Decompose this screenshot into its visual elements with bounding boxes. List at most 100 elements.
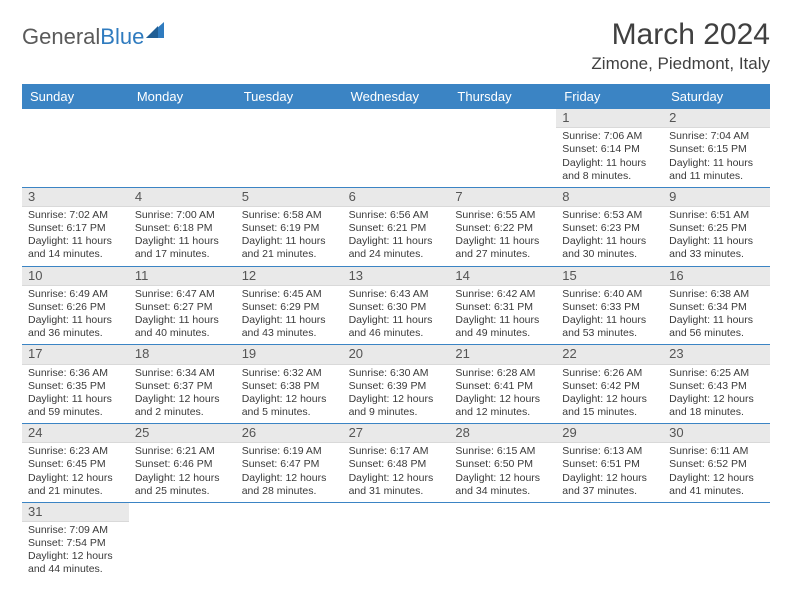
sunrise-text: Sunrise: 6:34 AM [135,367,230,380]
sunset-text: Sunset: 6:52 PM [669,458,764,471]
sunrise-text: Sunrise: 6:40 AM [562,288,657,301]
weekday-label: Sunday [22,84,129,109]
day-cell: 15Sunrise: 6:40 AMSunset: 6:33 PMDayligh… [556,267,663,346]
sunset-text: Sunset: 6:31 PM [455,301,550,314]
daylight-text: Daylight: 12 hours and 34 minutes. [455,472,550,498]
weekday-label: Thursday [449,84,556,109]
day-cell: 2Sunrise: 7:04 AMSunset: 6:15 PMDaylight… [663,109,770,188]
day-number: 12 [236,267,343,286]
day-body: Sunrise: 7:04 AMSunset: 6:15 PMDaylight:… [663,128,770,187]
sunrise-text: Sunrise: 6:19 AM [242,445,337,458]
day-cell: 30Sunrise: 6:11 AMSunset: 6:52 PMDayligh… [663,424,770,503]
daylight-text: Daylight: 12 hours and 2 minutes. [135,393,230,419]
day-body: Sunrise: 6:15 AMSunset: 6:50 PMDaylight:… [449,443,556,502]
day-number: 27 [343,424,450,443]
day-body: Sunrise: 6:32 AMSunset: 6:38 PMDaylight:… [236,365,343,424]
day-body: Sunrise: 6:58 AMSunset: 6:19 PMDaylight:… [236,207,343,266]
sunrise-text: Sunrise: 6:32 AM [242,367,337,380]
sunrise-text: Sunrise: 6:28 AM [455,367,550,380]
day-cell: 17Sunrise: 6:36 AMSunset: 6:35 PMDayligh… [22,345,129,424]
daylight-text: Daylight: 11 hours and 33 minutes. [669,235,764,261]
sunrise-text: Sunrise: 6:51 AM [669,209,764,222]
daylight-text: Daylight: 12 hours and 18 minutes. [669,393,764,419]
daylight-text: Daylight: 11 hours and 53 minutes. [562,314,657,340]
sunset-text: Sunset: 6:22 PM [455,222,550,235]
weekday-label: Tuesday [236,84,343,109]
sunset-text: Sunset: 6:42 PM [562,380,657,393]
calendar: SundayMondayTuesdayWednesdayThursdayFrid… [22,84,770,581]
weekday-header: SundayMondayTuesdayWednesdayThursdayFrid… [22,84,770,109]
day-number: 8 [556,188,663,207]
day-number: 23 [663,345,770,364]
daylight-text: Daylight: 12 hours and 9 minutes. [349,393,444,419]
day-number: 1 [556,109,663,128]
day-cell: 20Sunrise: 6:30 AMSunset: 6:39 PMDayligh… [343,345,450,424]
sunset-text: Sunset: 6:41 PM [455,380,550,393]
logo-text-blue: Blue [100,24,144,50]
day-cell: 28Sunrise: 6:15 AMSunset: 6:50 PMDayligh… [449,424,556,503]
sunrise-text: Sunrise: 6:25 AM [669,367,764,380]
day-number: 29 [556,424,663,443]
sunset-text: Sunset: 6:33 PM [562,301,657,314]
day-cell: 13Sunrise: 6:43 AMSunset: 6:30 PMDayligh… [343,267,450,346]
daylight-text: Daylight: 11 hours and 8 minutes. [562,157,657,183]
sunrise-text: Sunrise: 6:38 AM [669,288,764,301]
day-cell: 25Sunrise: 6:21 AMSunset: 6:46 PMDayligh… [129,424,236,503]
daylight-text: Daylight: 11 hours and 46 minutes. [349,314,444,340]
day-cell: 18Sunrise: 6:34 AMSunset: 6:37 PMDayligh… [129,345,236,424]
sunset-text: Sunset: 6:27 PM [135,301,230,314]
day-number: 6 [343,188,450,207]
day-body: Sunrise: 6:51 AMSunset: 6:25 PMDaylight:… [663,207,770,266]
day-cell: 12Sunrise: 6:45 AMSunset: 6:29 PMDayligh… [236,267,343,346]
sunrise-text: Sunrise: 7:02 AM [28,209,123,222]
daylight-text: Daylight: 12 hours and 44 minutes. [28,550,123,576]
day-body: Sunrise: 6:30 AMSunset: 6:39 PMDaylight:… [343,365,450,424]
header-row: GeneralBlue March 2024 Zimone, Piedmont,… [22,18,770,74]
sunrise-text: Sunrise: 6:58 AM [242,209,337,222]
sunrise-text: Sunrise: 6:43 AM [349,288,444,301]
sunrise-text: Sunrise: 6:26 AM [562,367,657,380]
daylight-text: Daylight: 12 hours and 37 minutes. [562,472,657,498]
day-body: Sunrise: 6:36 AMSunset: 6:35 PMDaylight:… [22,365,129,424]
daylight-text: Daylight: 11 hours and 24 minutes. [349,235,444,261]
location-subtitle: Zimone, Piedmont, Italy [591,54,770,74]
daylight-text: Daylight: 12 hours and 28 minutes. [242,472,337,498]
day-body: Sunrise: 6:49 AMSunset: 6:26 PMDaylight:… [22,286,129,345]
day-number: 25 [129,424,236,443]
sunset-text: Sunset: 6:19 PM [242,222,337,235]
sunrise-text: Sunrise: 6:36 AM [28,367,123,380]
sunset-text: Sunset: 6:30 PM [349,301,444,314]
daylight-text: Daylight: 12 hours and 15 minutes. [562,393,657,419]
daylight-text: Daylight: 11 hours and 17 minutes. [135,235,230,261]
sunrise-text: Sunrise: 7:00 AM [135,209,230,222]
logo-text-general: General [22,24,100,50]
weekday-label: Monday [129,84,236,109]
day-body: Sunrise: 6:21 AMSunset: 6:46 PMDaylight:… [129,443,236,502]
day-body: Sunrise: 6:55 AMSunset: 6:22 PMDaylight:… [449,207,556,266]
day-cell: 22Sunrise: 6:26 AMSunset: 6:42 PMDayligh… [556,345,663,424]
sunrise-text: Sunrise: 6:17 AM [349,445,444,458]
sunrise-text: Sunrise: 6:15 AM [455,445,550,458]
day-cell: 26Sunrise: 6:19 AMSunset: 6:47 PMDayligh… [236,424,343,503]
day-body: Sunrise: 7:00 AMSunset: 6:18 PMDaylight:… [129,207,236,266]
day-body: Sunrise: 6:43 AMSunset: 6:30 PMDaylight:… [343,286,450,345]
day-body: Sunrise: 6:38 AMSunset: 6:34 PMDaylight:… [663,286,770,345]
calendar-page: GeneralBlue March 2024 Zimone, Piedmont,… [0,0,792,599]
day-cell: 27Sunrise: 6:17 AMSunset: 6:48 PMDayligh… [343,424,450,503]
daylight-text: Daylight: 12 hours and 31 minutes. [349,472,444,498]
daylight-text: Daylight: 11 hours and 27 minutes. [455,235,550,261]
day-number: 9 [663,188,770,207]
sunset-text: Sunset: 6:45 PM [28,458,123,471]
day-number: 2 [663,109,770,128]
sunrise-text: Sunrise: 6:42 AM [455,288,550,301]
daylight-text: Daylight: 12 hours and 12 minutes. [455,393,550,419]
day-number: 18 [129,345,236,364]
title-block: March 2024 Zimone, Piedmont, Italy [591,18,770,74]
weeks-grid: 1Sunrise: 7:06 AMSunset: 6:14 PMDaylight… [22,109,770,581]
sunset-text: Sunset: 6:46 PM [135,458,230,471]
sunrise-text: Sunrise: 6:23 AM [28,445,123,458]
day-body: Sunrise: 6:19 AMSunset: 6:47 PMDaylight:… [236,443,343,502]
daylight-text: Daylight: 11 hours and 36 minutes. [28,314,123,340]
sunset-text: Sunset: 6:35 PM [28,380,123,393]
day-number: 24 [22,424,129,443]
